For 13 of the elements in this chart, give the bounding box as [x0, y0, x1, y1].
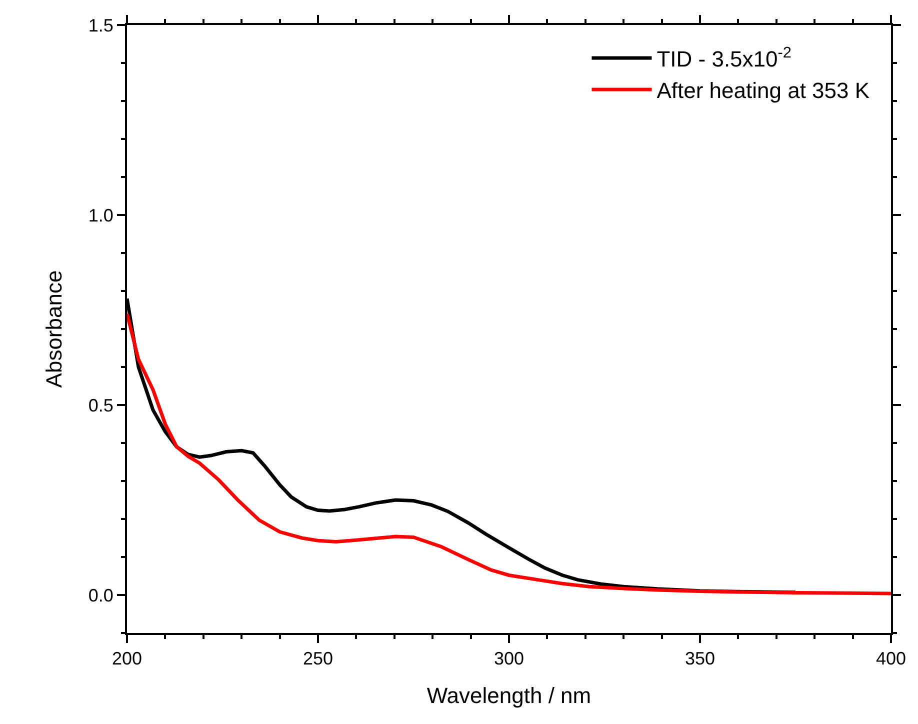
x-tick-label: 300	[494, 648, 524, 669]
y-axis-title: Absorbance	[42, 270, 67, 388]
y-tick-label: 1.0	[88, 205, 114, 226]
x-tick-label: 400	[876, 648, 906, 669]
x-axis-title: Wavelength / nm	[426, 683, 592, 708]
y-tick-label: 0.5	[88, 395, 114, 416]
x-tick-label: 350	[684, 648, 716, 669]
legend-label: TID - 3.5x10$^{-2}$	[656, 44, 792, 72]
x-tick-label: 250	[302, 648, 334, 669]
x-tick-label: 200	[112, 648, 142, 669]
y-tick-label: 0.0	[88, 585, 114, 606]
y-tick-label: 1.5	[88, 15, 114, 36]
legend-label: After heating at 353 K	[656, 78, 870, 104]
